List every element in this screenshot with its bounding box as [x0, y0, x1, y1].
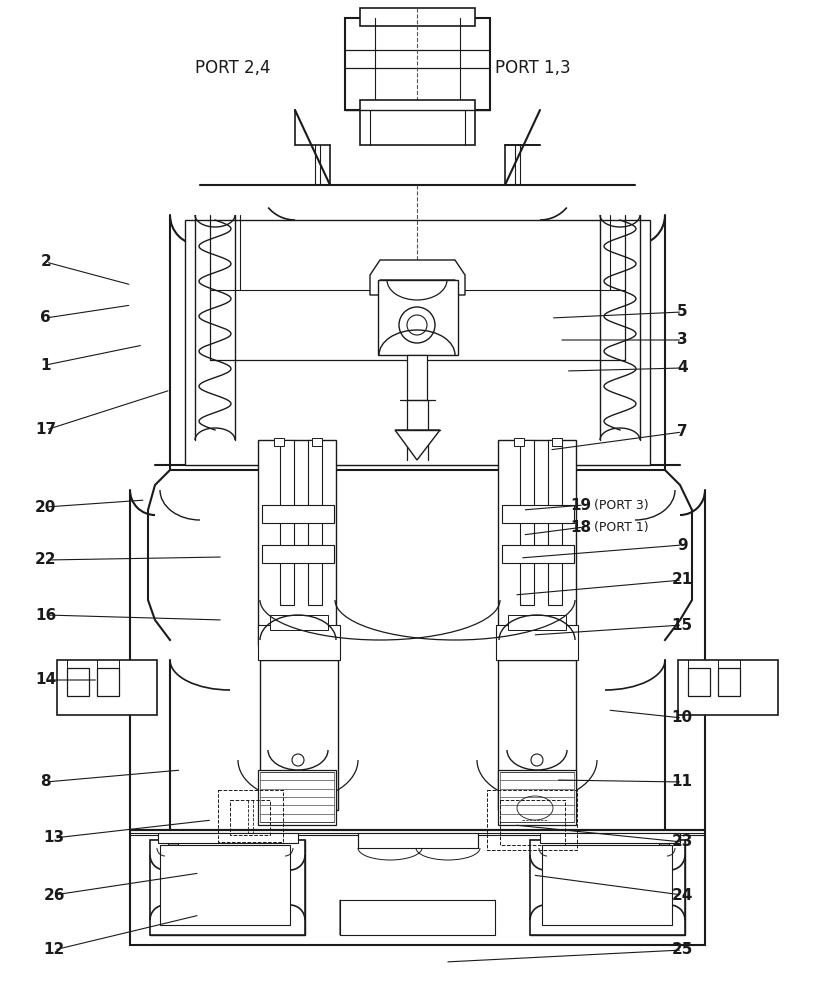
Bar [274, 438, 284, 446]
Text: 7: 7 [677, 424, 687, 440]
Bar [97, 668, 119, 696]
Text: 10: 10 [671, 710, 693, 726]
Bar [407, 355, 427, 400]
Bar [280, 440, 294, 605]
Bar [659, 838, 669, 846]
Bar [514, 438, 524, 446]
Bar [678, 660, 778, 715]
Circle shape [292, 754, 304, 766]
Text: 21: 21 [671, 572, 693, 587]
Bar [502, 505, 574, 523]
Text: 20: 20 [35, 499, 57, 514]
Bar [185, 220, 650, 465]
Text: 6: 6 [41, 310, 51, 326]
Text: 16: 16 [35, 607, 57, 622]
Text: 1: 1 [41, 358, 51, 372]
Text: (PORT 1): (PORT 1) [594, 520, 649, 534]
Bar [498, 770, 576, 825]
Bar [498, 660, 576, 810]
Bar [520, 440, 534, 605]
Bar [312, 438, 322, 446]
Text: 4: 4 [677, 360, 687, 375]
Bar [540, 833, 680, 843]
Text: 14: 14 [35, 672, 57, 688]
Text: 23: 23 [671, 834, 693, 850]
Bar [360, 100, 475, 145]
Bar [168, 838, 178, 846]
Text: 15: 15 [671, 617, 693, 633]
Bar [500, 772, 574, 822]
Bar [258, 625, 340, 660]
Bar [345, 18, 490, 110]
Bar [57, 660, 157, 715]
Circle shape [531, 754, 543, 766]
Text: 18: 18 [570, 520, 591, 534]
Bar [260, 660, 338, 810]
Text: 13: 13 [43, 830, 65, 846]
Bar [718, 668, 740, 696]
Text: 17: 17 [35, 422, 57, 438]
Bar [160, 845, 290, 925]
Text: 5: 5 [677, 304, 687, 320]
Bar [358, 833, 478, 848]
Bar [258, 440, 336, 645]
Text: 11: 11 [671, 774, 693, 790]
Text: PORT 1,3: PORT 1,3 [495, 59, 570, 77]
Text: 3: 3 [677, 332, 687, 348]
Circle shape [399, 307, 435, 343]
Polygon shape [530, 840, 685, 935]
Bar [260, 660, 338, 810]
Bar [498, 440, 576, 645]
Polygon shape [395, 430, 440, 460]
Circle shape [407, 315, 427, 335]
Bar [270, 615, 328, 630]
Bar [688, 668, 710, 696]
Text: 8: 8 [41, 774, 51, 790]
Bar [262, 505, 334, 523]
Text: 12: 12 [43, 942, 65, 958]
Bar [130, 830, 705, 945]
Bar [548, 440, 562, 605]
Polygon shape [340, 900, 495, 935]
Bar [378, 280, 458, 355]
Bar [258, 770, 336, 825]
Bar [158, 833, 298, 843]
Bar [360, 8, 475, 26]
Text: 9: 9 [677, 538, 687, 552]
Text: 19: 19 [570, 497, 591, 512]
Bar [542, 845, 672, 925]
Bar [150, 840, 305, 935]
Bar [340, 900, 495, 935]
Text: 25: 25 [671, 942, 693, 958]
Bar [552, 438, 562, 446]
Bar [67, 668, 89, 696]
Polygon shape [370, 260, 465, 295]
Bar [262, 545, 334, 563]
Bar [308, 440, 322, 605]
Bar [498, 660, 576, 810]
Bar [496, 625, 578, 660]
Polygon shape [150, 840, 305, 935]
Bar [508, 615, 566, 630]
Text: 22: 22 [35, 552, 57, 568]
Text: 26: 26 [43, 888, 65, 902]
Bar [530, 840, 685, 935]
Text: PORT 2,4: PORT 2,4 [196, 59, 270, 77]
Text: 2: 2 [41, 254, 51, 269]
Bar [260, 772, 334, 822]
Text: 24: 24 [671, 888, 693, 902]
Bar [502, 545, 574, 563]
Text: (PORT 3): (PORT 3) [594, 498, 649, 512]
